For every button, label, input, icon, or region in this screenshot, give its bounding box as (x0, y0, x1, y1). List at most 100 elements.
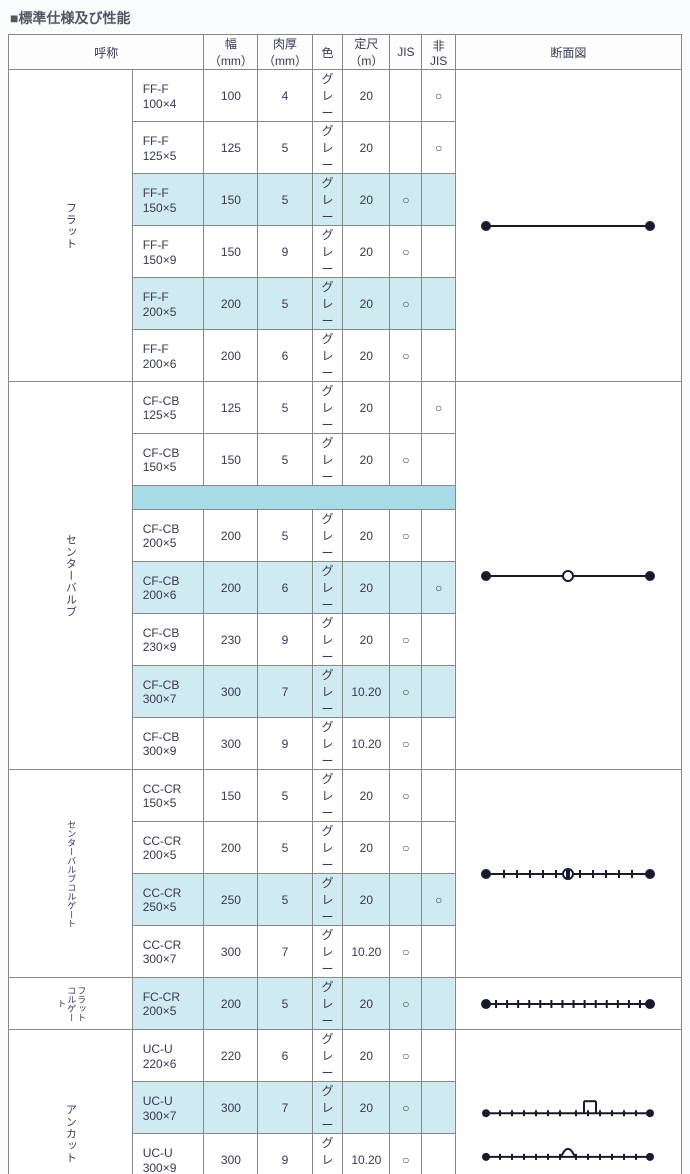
cell-color: グレー (312, 510, 343, 562)
cell-nonjis (422, 278, 455, 330)
cell-name: FF-F 200×5 (132, 278, 204, 330)
cell-length: 20 (343, 770, 390, 822)
cell-length: 20 (343, 874, 390, 926)
cell-name: CC-CR 150×5 (132, 770, 204, 822)
diagram-cell (455, 382, 681, 770)
group-label: フラット (9, 70, 133, 382)
cell-length: 20 (343, 226, 390, 278)
cell-thick: 5 (258, 122, 312, 174)
cell-nonjis (422, 1030, 455, 1082)
spec-table: 呼称 幅（mm） 肉厚（mm） 色 定尺（m） JIS 非 JIS 断面図 フラ… (8, 34, 682, 1174)
cell-name: CF-CB 125×5 (132, 382, 204, 434)
cell-length: 20 (343, 278, 390, 330)
header-color: 色 (312, 35, 343, 70)
cell-color: グレー (312, 978, 343, 1030)
cell-width: 230 (204, 614, 258, 666)
cell-width: 125 (204, 382, 258, 434)
header-thick: 肉厚（mm） (258, 35, 312, 70)
cell-length: 20 (343, 434, 390, 486)
group-label: フラットコルゲート (9, 978, 133, 1030)
cell-thick: 6 (258, 562, 312, 614)
cell-nonjis (422, 174, 455, 226)
cell-color: グレー (312, 70, 343, 122)
cell-width: 300 (204, 1082, 258, 1134)
header-row: 呼称 幅（mm） 肉厚（mm） 色 定尺（m） JIS 非 JIS 断面図 (9, 35, 682, 70)
cell-nonjis (422, 434, 455, 486)
cell-length: 10.20 (343, 926, 390, 978)
cell-jis: ○ (390, 718, 422, 770)
cell-jis: ○ (390, 226, 422, 278)
cell-nonjis (422, 666, 455, 718)
cell-nonjis: ○ (422, 382, 455, 434)
cell-width: 150 (204, 434, 258, 486)
cell-name: UC-U 220×6 (132, 1030, 204, 1082)
cell-name: FC-CR 200×5 (132, 978, 204, 1030)
cell-width: 200 (204, 978, 258, 1030)
cell-thick: 5 (258, 382, 312, 434)
diagram-cell (455, 70, 681, 382)
cell-length: 20 (343, 330, 390, 382)
cell-length: 20 (343, 562, 390, 614)
cell-jis: ○ (390, 978, 422, 1030)
cell-length: 20 (343, 70, 390, 122)
cell-jis: ○ (390, 278, 422, 330)
cell-nonjis (422, 614, 455, 666)
cell-thick: 9 (258, 718, 312, 770)
cell-name: UC-U 300×7 (132, 1082, 204, 1134)
cell-name: FF-F 125×5 (132, 122, 204, 174)
cell-jis: ○ (390, 1082, 422, 1134)
cell-nonjis (422, 1134, 455, 1174)
cell-jis (390, 122, 422, 174)
cell-jis: ○ (390, 1134, 422, 1174)
cell-name: CC-CR 300×7 (132, 926, 204, 978)
cell-length: 20 (343, 1082, 390, 1134)
cell-length: 10.20 (343, 666, 390, 718)
header-width: 幅（mm） (204, 35, 258, 70)
cell-color: グレー (312, 1030, 343, 1082)
cell-thick: 5 (258, 874, 312, 926)
cell-color: グレー (312, 718, 343, 770)
cell-name: FF-F 150×5 (132, 174, 204, 226)
cell-jis: ○ (390, 330, 422, 382)
cell-jis: ○ (390, 1030, 422, 1082)
cell-width: 150 (204, 770, 258, 822)
cell-thick: 5 (258, 278, 312, 330)
cell-thick: 5 (258, 174, 312, 226)
cell-color: グレー (312, 822, 343, 874)
cell-nonjis (422, 822, 455, 874)
cell-length: 10.20 (343, 718, 390, 770)
cell-jis (390, 562, 422, 614)
cell-thick: 5 (258, 822, 312, 874)
cell-name: CF-CB 200×6 (132, 562, 204, 614)
cell-thick: 9 (258, 1134, 312, 1174)
cell-name: CF-CB 300×7 (132, 666, 204, 718)
cell-color: グレー (312, 278, 343, 330)
cell-color: グレー (312, 926, 343, 978)
cell-jis (390, 382, 422, 434)
cell-length: 20 (343, 510, 390, 562)
header-jis: JIS (390, 35, 422, 70)
diagram-cell (455, 770, 681, 978)
cell-width: 200 (204, 278, 258, 330)
cell-color: グレー (312, 1082, 343, 1134)
cell-length: 20 (343, 822, 390, 874)
group-label: センターバルブコルゲート (9, 770, 133, 978)
cell-name: CF-CB 230×9 (132, 614, 204, 666)
table-row: フラットFF-F 100×41004グレー20○ (9, 70, 682, 122)
cell-thick: 7 (258, 1082, 312, 1134)
cell-jis: ○ (390, 434, 422, 486)
table-row: センターバルブCF-CB 125×51255グレー20○ (9, 382, 682, 434)
cell-jis (390, 874, 422, 926)
cell-name: CC-CR 250×5 (132, 874, 204, 926)
cell-nonjis (422, 770, 455, 822)
cell-thick: 9 (258, 226, 312, 278)
cell-width: 200 (204, 330, 258, 382)
cell-color: グレー (312, 174, 343, 226)
cell-thick: 7 (258, 666, 312, 718)
cell-width: 100 (204, 70, 258, 122)
cell-length: 20 (343, 614, 390, 666)
cell-length: 20 (343, 174, 390, 226)
cell-nonjis: ○ (422, 70, 455, 122)
cell-nonjis: ○ (422, 122, 455, 174)
cell-nonjis (422, 510, 455, 562)
